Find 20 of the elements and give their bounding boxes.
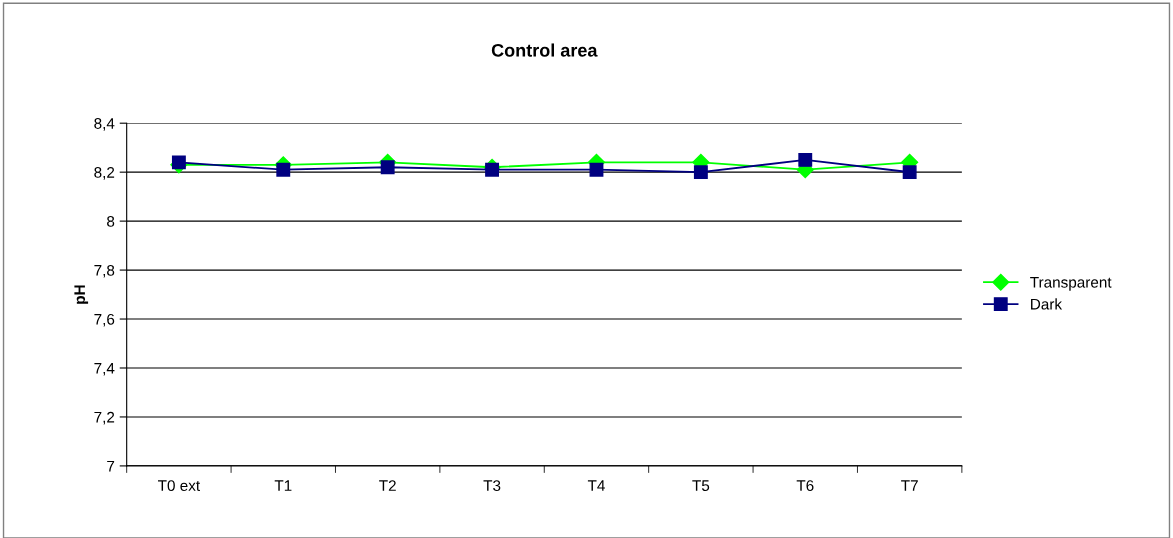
y-tick-label: 7,4 <box>94 363 115 376</box>
x-tick-label: T2 <box>379 480 396 491</box>
y-tick-label: 7,6 <box>94 313 115 327</box>
x-tick-label: T4 <box>587 480 605 491</box>
legend-label: Dark <box>1031 298 1063 310</box>
y-tick-label: 8,2 <box>94 167 115 180</box>
x-tick-label: T7 <box>901 480 918 491</box>
y-tick-label: 7,8 <box>94 264 115 278</box>
y-axis-title: pH <box>74 285 89 304</box>
x-tick-label: T6 <box>796 480 814 492</box>
x-tick-label: T3 <box>483 480 501 492</box>
x-tick-label: T1 <box>274 480 292 491</box>
y-tick-label: 8,4 <box>94 118 115 131</box>
x-tick-label: T5 <box>692 480 710 492</box>
x-tick-label: T0 ext <box>158 480 200 492</box>
y-tick-label: 7,2 <box>94 411 115 425</box>
legend-label: Transparent <box>1030 277 1112 291</box>
y-tick-label: 8 <box>107 215 115 227</box>
chart-title: Control area <box>491 43 598 57</box>
y-tick-label: 7 <box>107 460 115 472</box>
